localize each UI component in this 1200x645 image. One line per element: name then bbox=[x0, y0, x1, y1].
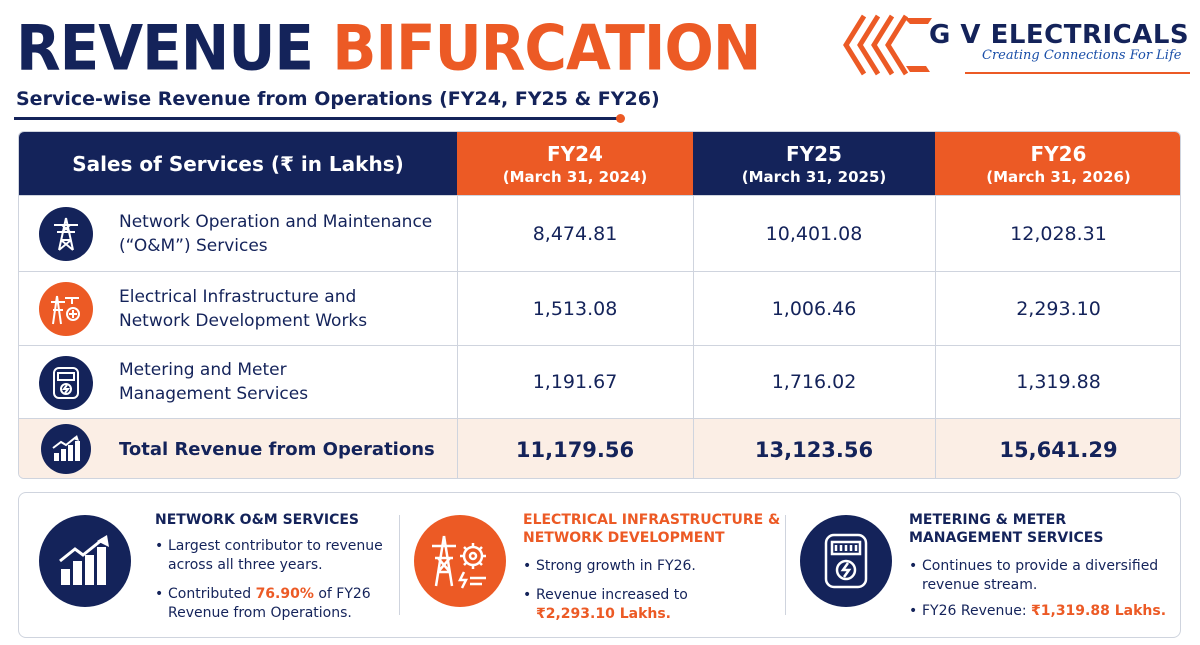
row-label-line2: (“O&M”) Services bbox=[119, 235, 268, 256]
infrastructure-icon bbox=[39, 282, 93, 336]
header-fy26: FY26 (March 31, 2026) bbox=[935, 132, 1180, 195]
bullet-highlight: ₹2,293.10 Lakhs. bbox=[536, 606, 671, 622]
header-sales-of-services: Sales of Services (₹ in Lakhs) bbox=[19, 132, 457, 195]
table-row-metering: Metering and Meter Management Services 1… bbox=[19, 345, 1180, 418]
row-label: Metering and Meter Management Services bbox=[119, 346, 308, 418]
bullet-highlight: ₹1,319.88 Lakhs. bbox=[1031, 603, 1167, 619]
page-title: REVENUE BIFURCATION bbox=[16, 10, 761, 86]
total-fy26: 15,641.29 bbox=[999, 437, 1118, 462]
row-label-line1: Metering and Meter bbox=[119, 360, 287, 380]
infrastructure-gear-icon bbox=[414, 515, 506, 607]
value-fy25: 1,716.02 bbox=[771, 371, 857, 393]
card-bullet: FY26 Revenue: ₹1,319.88 Lakhs. bbox=[909, 602, 1169, 621]
revenue-table: Sales of Services (₹ in Lakhs) FY24 (Mar… bbox=[18, 131, 1181, 479]
card-title: METERING & METER MANAGEMENT SERVICES bbox=[909, 512, 1104, 546]
bullet-text: of FY26 Revenue from Operations. bbox=[168, 586, 371, 621]
title-word-bifurcation: BIFURCATION bbox=[332, 11, 761, 85]
growth-chart-icon bbox=[41, 424, 91, 474]
company-logo: G V ELECTRICALS LTD Creating Connections… bbox=[840, 10, 1200, 82]
transmission-tower-icon bbox=[39, 207, 93, 261]
table-row-om-services: Network Operation and Maintenance (“O&M”… bbox=[19, 195, 1180, 271]
row-label-line1: Electrical Infrastructure and bbox=[119, 286, 357, 307]
page-subtitle: Service-wise Revenue from Operations (FY… bbox=[16, 88, 660, 110]
value-fy24: 8,474.81 bbox=[532, 222, 618, 245]
value-fy24: 1,513.08 bbox=[532, 297, 618, 320]
card-title: NETWORK O&M SERVICES bbox=[155, 512, 359, 528]
title-word-revenue: REVENUE bbox=[16, 11, 314, 85]
highlights-panel: NETWORK O&M SERVICES Largest contributor… bbox=[18, 492, 1181, 638]
growth-chart-icon bbox=[39, 515, 131, 607]
card-title: ELECTRICAL INFRASTRUCTURE & NETWORK DEVE… bbox=[523, 512, 781, 546]
table-header: Sales of Services (₹ in Lakhs) FY24 (Mar… bbox=[19, 132, 1180, 195]
row-label: Network Operation and Maintenance (“O&M”… bbox=[119, 196, 432, 271]
card-infrastructure: ELECTRICAL INFRASTRUCTURE & NETWORK DEVE… bbox=[400, 493, 785, 637]
card-bullet: Continues to provide a diversified reven… bbox=[909, 557, 1164, 595]
row-label-line2: Network Development Works bbox=[119, 310, 368, 331]
value-fy25: 10,401.08 bbox=[765, 222, 863, 245]
meter-icon bbox=[800, 515, 892, 607]
header-fy26-date: (March 31, 2026) bbox=[986, 167, 1131, 186]
total-fy24: 11,179.56 bbox=[515, 437, 635, 462]
value-fy26: 2,293.10 bbox=[1016, 297, 1101, 320]
header-fy24: FY24 (March 31, 2024) bbox=[457, 132, 693, 195]
header-fy24-label: FY24 bbox=[547, 141, 603, 166]
header-fy26-label: FY26 bbox=[1030, 141, 1087, 166]
tagline-underline bbox=[965, 72, 1190, 74]
header-fy25: FY25 (March 31, 2025) bbox=[693, 132, 935, 195]
value-fy26: 1,319.88 bbox=[1016, 371, 1101, 393]
value-fy25: 1,006.46 bbox=[771, 297, 857, 320]
bullet-text: FY26 Revenue: bbox=[922, 603, 1032, 619]
header-fy25-label: FY25 bbox=[786, 141, 842, 166]
card-metering: METERING & METER MANAGEMENT SERVICES Con… bbox=[786, 493, 1181, 637]
card-divider bbox=[399, 515, 400, 615]
row-label: Electrical Infrastructure and Network De… bbox=[119, 272, 367, 345]
card-network-om: NETWORK O&M SERVICES Largest contributor… bbox=[19, 493, 399, 637]
chevron-logo-icon bbox=[843, 14, 932, 76]
card-divider bbox=[785, 515, 786, 615]
header-fy24-date: (March 31, 2024) bbox=[502, 167, 648, 186]
bullet-highlight: 76.90% bbox=[255, 586, 314, 602]
subtitle-underline bbox=[14, 117, 620, 120]
company-tagline: Creating Connections For Life bbox=[982, 48, 1182, 63]
table-row-total: Total Revenue from Operations 11,179.56 … bbox=[19, 418, 1180, 478]
value-fy24: 1,191.67 bbox=[532, 371, 618, 393]
header-fy25-date: (March 31, 2025) bbox=[741, 167, 887, 186]
row-label-line2: Management Services bbox=[119, 384, 309, 404]
company-name: G V ELECTRICALS LTD bbox=[929, 20, 1200, 50]
card-bullet: Revenue increased to ₹2,293.10 Lakhs. bbox=[523, 586, 773, 624]
card-bullet: Strong growth in FY26. bbox=[523, 557, 773, 576]
total-label: Total Revenue from Operations bbox=[119, 438, 435, 460]
meter-icon bbox=[39, 356, 93, 410]
bullet-text: Revenue increased to bbox=[536, 587, 688, 603]
table-row-infrastructure: Electrical Infrastructure and Network De… bbox=[19, 271, 1180, 345]
card-bullet: Largest contributor to revenue across al… bbox=[155, 537, 390, 575]
subtitle-underline-dot bbox=[616, 114, 625, 123]
row-label-line1: Network Operation and Maintenance bbox=[119, 211, 433, 232]
value-fy26: 12,028.31 bbox=[1010, 222, 1107, 245]
card-bullet: Contributed 76.90% of FY26 Revenue from … bbox=[155, 585, 390, 623]
bullet-text: Contributed bbox=[168, 586, 256, 602]
total-fy25: 13,123.56 bbox=[754, 437, 874, 462]
